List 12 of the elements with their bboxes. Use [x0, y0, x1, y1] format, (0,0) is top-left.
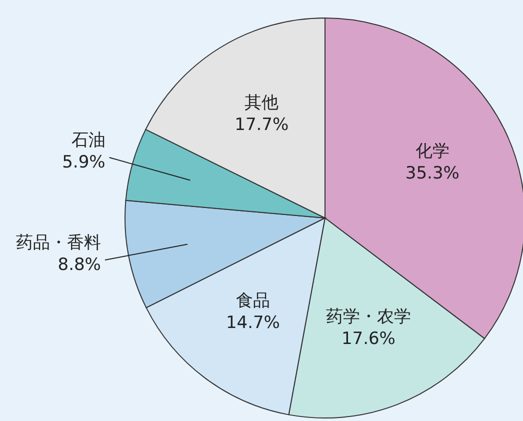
slice-label: 食品: [236, 290, 270, 311]
data-label: 17.7%: [234, 115, 289, 136]
data-label: 14.7%: [226, 312, 280, 333]
data-label: 17.6%: [341, 328, 396, 349]
data-label: 35.3%: [405, 164, 460, 184]
slice-label: 药品・香料: [16, 232, 101, 253]
slice-label: 其他: [244, 93, 279, 114]
data-label: 8.8%: [58, 254, 101, 275]
data-label: 5.9%: [62, 152, 106, 173]
slice-label: 石油: [71, 130, 106, 151]
slice-label: 药学・农学: [326, 306, 411, 327]
slice-label: 化学: [415, 142, 450, 162]
